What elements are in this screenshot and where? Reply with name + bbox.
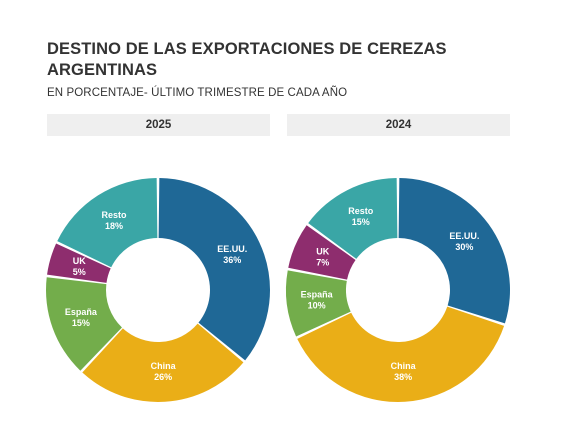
panel-header-2025: 2025 <box>47 114 270 136</box>
slice-label-uk-2024: UK <box>316 246 329 256</box>
chart-subtitle: EN PORCENTAJE- ÚLTIMO TRIMESTRE DE CADA … <box>47 87 348 99</box>
slice-value-uk-2025: 5% <box>73 267 86 277</box>
slice-label-resto-2024: Resto <box>348 206 374 216</box>
slice-value-ee-uu-2025: 36% <box>223 255 241 265</box>
slice-ee-uu-2024 <box>398 178 510 324</box>
slice-uk-2024 <box>288 225 356 280</box>
slice-value-china-2024: 38% <box>394 372 412 382</box>
slice-label-espa-a-2024: España <box>301 289 334 299</box>
slice-espa-a-2025 <box>45 277 122 371</box>
slice-label-ee-uu-2025: EE.UU. <box>217 244 247 254</box>
slice-resto-2025 <box>57 178 158 268</box>
slice-label-espa-a-2025: España <box>65 307 98 317</box>
slice-value-china-2025: 26% <box>154 372 172 382</box>
slice-ee-uu-2025 <box>158 178 271 361</box>
slice-resto-2024 <box>308 178 398 259</box>
slice-label-china-2024: China <box>391 361 417 371</box>
slice-value-resto-2024: 15% <box>352 217 370 227</box>
slice-label-resto-2025: Resto <box>102 210 128 220</box>
slice-value-ee-uu-2024: 30% <box>455 242 473 252</box>
slice-china-2025 <box>82 323 244 402</box>
panel-header-2024: 2024 <box>287 114 510 136</box>
slice-china-2024 <box>297 306 505 403</box>
slice-label-uk-2025: UK <box>73 256 86 266</box>
slice-uk-2025 <box>47 243 111 283</box>
slice-value-resto-2025: 18% <box>105 221 123 231</box>
slice-value-uk-2024: 7% <box>316 257 329 267</box>
slice-espa-a-2024 <box>286 270 351 337</box>
slice-label-china-2025: China <box>151 361 177 371</box>
chart-title: DESTINO DE LAS EXPORTACIONES DE CEREZAS … <box>47 40 447 79</box>
slice-value-espa-a-2024: 10% <box>308 300 326 310</box>
slice-value-espa-a-2025: 15% <box>72 318 90 328</box>
slice-label-ee-uu-2024: EE.UU. <box>449 231 479 241</box>
